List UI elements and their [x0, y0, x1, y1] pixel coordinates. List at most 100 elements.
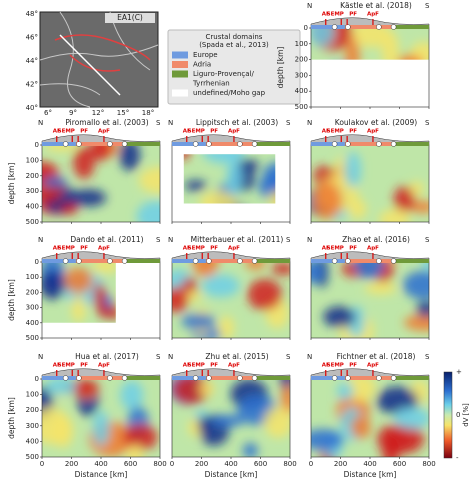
tomo-blob — [271, 262, 290, 275]
legend-label: Liguro-Provençal/ — [193, 70, 254, 78]
domain-adria — [344, 142, 396, 146]
legend-label: undefined/Moho gap — [193, 89, 266, 97]
x-tick-label: 200 — [334, 460, 347, 468]
tomo-blob — [328, 84, 361, 96]
fault-label: SEMP — [327, 129, 344, 135]
tomo-blob — [197, 416, 211, 434]
x-tick-label: 0 — [40, 460, 44, 468]
domain-ligurian — [395, 142, 429, 146]
fault-label: ApF — [98, 246, 110, 252]
tomo-blobs — [311, 151, 429, 222]
colorbar-tick-label: + — [456, 368, 462, 376]
moho-gap — [62, 375, 69, 381]
tomo-blob — [311, 429, 344, 451]
north-label: N — [307, 353, 312, 361]
tomo-blob — [242, 442, 258, 457]
panel-title: Zhao et al. (2016) — [342, 235, 410, 244]
y-axis-label: depth [km] — [7, 163, 16, 205]
x-tick-label: 0 — [170, 460, 174, 468]
tomo-blob — [376, 424, 413, 454]
south-label: S — [425, 119, 430, 127]
fault-label: AF — [322, 363, 330, 369]
lat-tick-label: 40° — [26, 104, 38, 112]
y-tick-label: 0 — [35, 141, 39, 149]
moho-gap — [206, 258, 212, 264]
fault-label: SEMP — [188, 129, 205, 135]
domain-ligurian — [126, 376, 160, 380]
moho-gap — [376, 24, 382, 30]
y-tick-label: 200 — [26, 288, 39, 296]
y-tick-label: 500 — [26, 453, 39, 461]
tomo-blob — [410, 41, 429, 60]
fault-label: AF — [183, 363, 191, 369]
south-label: S — [156, 119, 161, 127]
tomo-blob — [330, 68, 347, 94]
south-label: S — [156, 353, 161, 361]
tomo-blob — [345, 379, 376, 402]
north-label: N — [38, 353, 43, 361]
tomo-blob — [350, 416, 371, 439]
moho-gap — [206, 375, 212, 381]
legend-swatch — [172, 51, 188, 59]
tomo-blob — [247, 278, 282, 311]
fault-label: SEMP — [58, 129, 75, 135]
y-tick-label: 300 — [295, 71, 308, 79]
domain-adria — [344, 376, 396, 380]
moho-gap — [107, 141, 113, 147]
tomo-blob — [199, 190, 237, 204]
tomo-blob — [42, 176, 68, 187]
y-tick-label: 200 — [26, 172, 39, 180]
fault-label: PF — [210, 129, 218, 135]
tomo-blob — [361, 64, 377, 81]
tomo-blob — [311, 28, 335, 47]
fault-label: ApF — [367, 363, 379, 369]
x-tick-label: 200 — [65, 460, 78, 468]
fault-label: SEMP — [188, 246, 205, 252]
y-axis-label: depth [km] — [7, 279, 16, 321]
colorbar-tick-label: 0 — [456, 411, 460, 419]
tomo-blob — [89, 145, 111, 161]
moho-gap — [192, 258, 199, 264]
map-label: EA1(C) — [117, 13, 143, 22]
tomo-blob — [264, 406, 290, 438]
tomo-blob — [404, 314, 429, 331]
y-tick-label: 0 — [35, 375, 39, 383]
colorbar-tick-label: - — [456, 454, 459, 462]
fault-label: ApF — [98, 363, 110, 369]
tomo-blob — [115, 298, 116, 306]
fault-label: AF — [322, 246, 330, 252]
legend-title: Crustal domains — [206, 33, 263, 41]
domain-ligurian — [256, 376, 290, 380]
domain-ligurian — [126, 259, 160, 263]
tomo-blob — [71, 294, 86, 323]
x-tick-label: 800 — [283, 460, 296, 468]
tomo-blob — [311, 262, 324, 284]
y-tick-label: 300 — [26, 304, 39, 312]
tomo-blobs — [42, 379, 158, 457]
fault-label: PF — [349, 363, 357, 369]
fault-label: PF — [80, 363, 88, 369]
moho-gap — [331, 24, 338, 30]
domain-europe — [42, 259, 76, 263]
lat-tick-label: 46° — [26, 34, 38, 42]
y-tick-label: 0 — [304, 24, 308, 32]
moho-gap — [331, 375, 338, 381]
tomo-blob — [218, 315, 235, 338]
lon-tick-label: 15° — [117, 109, 129, 117]
fault-label: AF — [183, 129, 191, 135]
colorbar — [443, 371, 453, 459]
tomo-blobs — [183, 154, 276, 204]
tomo-blob — [119, 145, 141, 171]
tomo-blobs — [172, 379, 290, 457]
y-tick-label: 300 — [26, 187, 39, 195]
legend-subtitle: (Spada et al., 2013) — [199, 41, 269, 49]
tomo-blob — [184, 180, 207, 191]
south-label: S — [156, 236, 161, 244]
y-tick-label: 400 — [26, 319, 39, 327]
moho-gap — [121, 258, 128, 264]
fault-label: AF — [322, 129, 330, 135]
fault-label: SEMP — [327, 12, 344, 18]
south-label: S — [425, 236, 430, 244]
